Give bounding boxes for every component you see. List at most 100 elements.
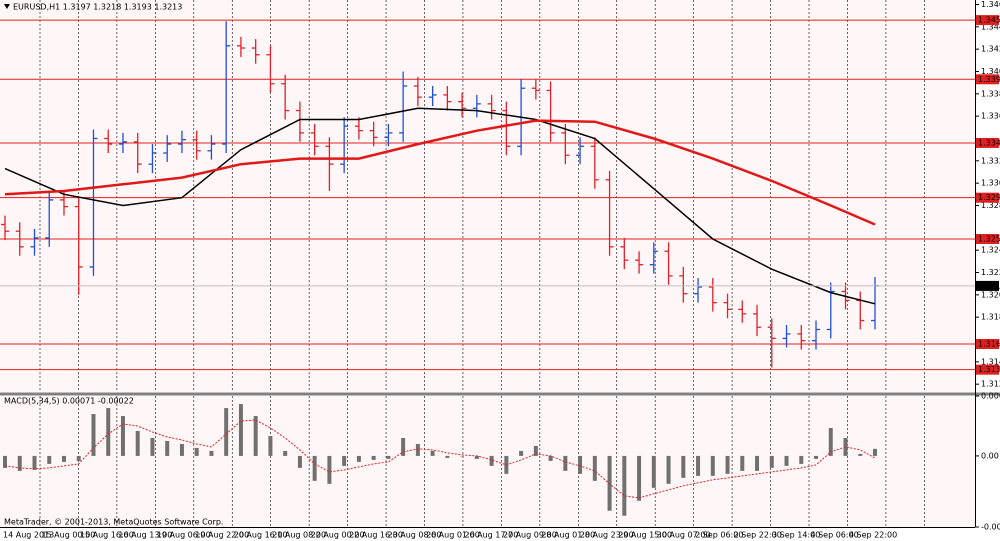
price-pane [0,0,975,392]
x-tick-label: 23 Aug 08:00 [388,531,442,540]
macd-bar [460,455,465,457]
macd-bar [253,416,258,456]
macd-bar [76,455,81,461]
macd-y-tick-label: -0.00713 [981,523,1000,532]
macd-bar [858,453,863,456]
macd-bar [415,443,420,456]
y-tick-label: 1.3145 [981,357,1000,366]
macd-bar [445,455,450,458]
x-tick-label: 2 Sep 06:00 [695,531,743,540]
y-tick-label: 1.3125 [981,380,1000,389]
macd-bar [548,455,553,461]
macd-bar [489,455,494,466]
macd-bar [725,455,730,474]
x-tick-label: 19 Aug 06:00 [157,531,211,540]
x-tick-label: 14 Aug 2013 [3,531,54,540]
x-tick-label: 15 Aug 00:00 [41,531,95,540]
macd-bar [651,455,656,488]
macd-bar [784,455,789,466]
macd-bar [769,455,774,468]
level-label-box [976,364,999,375]
macd-bar [135,430,140,456]
level-label: 1.3292 [978,193,1000,202]
x-tick-label: 2 Sep 22:00 [734,531,782,540]
y-tick-label: 1.3305 [981,179,1000,188]
level-label-box [976,233,999,244]
x-tick-label: 19 Aug 22:00 [195,531,249,540]
macd-bar [519,450,524,456]
macd-bar [209,450,214,456]
x-tick-label: 3 Sep 14:00 [772,531,820,540]
macd-bar [710,455,715,476]
macd-bar [165,440,170,456]
macd-bar [696,455,701,476]
macd-bar [342,455,347,466]
macd-bar [3,455,7,468]
x-tick-label: 16 Aug 13:00 [118,531,172,540]
x-tick-label: 15 Aug 16:00 [80,531,134,540]
y-tick-label: 1.3185 [981,313,1000,322]
macd-bar [371,455,376,460]
y-tick-label: 1.3385 [981,89,1000,98]
macd-bar [873,448,877,456]
x-tick-label: 22 Aug 00:00 [311,531,365,540]
macd-bar [17,455,22,471]
macd-bar [578,455,583,474]
macd-bar [283,450,288,456]
macd-bar [533,445,538,456]
macd-bar [268,435,273,456]
y-tick-label: 1.3445 [981,22,1000,31]
macd-bar [637,455,642,501]
macd-bar [799,455,804,464]
macd-y-tick-label: 0.00601 [981,392,1000,401]
macd-bar [327,455,332,484]
y-tick-label: 1.3465 [981,0,1000,9]
y-tick-label: 1.3405 [981,67,1000,76]
macd-bar [563,455,568,471]
x-tick-label: 20 Aug 16:00 [234,531,288,540]
x-tick-label: 27 Aug 09:00 [503,531,557,540]
macd-bar [740,455,745,471]
x-tick-label: 21 Aug 08:00 [272,531,326,540]
macd-bar [430,450,435,456]
macd-bar [106,408,111,456]
y-tick-label: 1.3225 [981,268,1000,277]
macd-bar [312,455,317,481]
macd-bar [843,437,848,456]
level-label: 1.3138 [978,365,1000,374]
macd-bar [150,437,155,456]
macd-signal [4,419,876,499]
macd-bar [474,455,479,459]
macd-bar [32,455,37,470]
macd-bar [194,447,199,456]
footer: MetaTrader, © 2001-2013, MetaQuotes Soft… [4,518,223,527]
macd-bar [401,437,406,456]
level-label-box [976,74,999,85]
symbol-icon [4,4,10,9]
macd-bar [828,428,833,456]
macd-bar [297,455,302,468]
macd-bar [666,455,671,484]
macd-pane [0,396,975,527]
x-tick-label: 29 Aug 15:00 [618,531,672,540]
macd-bar [238,404,243,456]
last-price-label: 1.3213 [978,281,1000,290]
macd-bar [47,455,52,464]
last-price-box [976,280,999,291]
macd-y-tick-label: 0.00 [981,451,999,460]
macd-bar [681,455,686,478]
moving-average [4,107,876,305]
y-tick-label: 1.3365 [981,112,1000,121]
x-tick-label: 4 Sep 22:00 [849,531,897,540]
y-tick-label: 1.3245 [981,246,1000,255]
y-tick-label: 1.3425 [981,45,1000,54]
macd-bar [386,455,391,459]
level-label-box [976,192,999,203]
y-tick-label: 1.3205 [981,290,1000,299]
x-tick-label: 4 Sep 06:00 [810,531,858,540]
